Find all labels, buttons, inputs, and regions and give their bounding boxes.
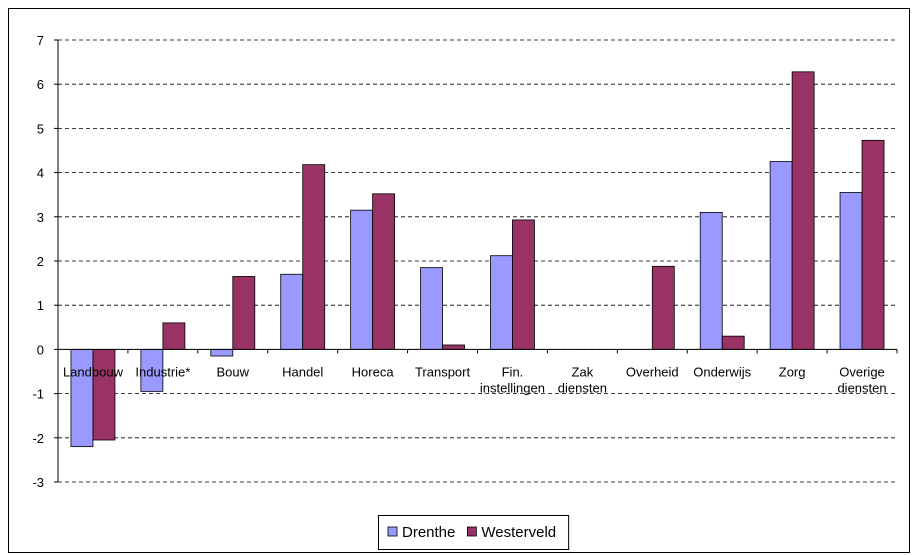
y-tick-label: 5	[37, 121, 44, 136]
bar	[769, 161, 793, 350]
bar	[350, 209, 374, 350]
x-tick-label: Zak diensten	[558, 364, 607, 395]
bar	[232, 276, 256, 350]
x-tick-label: Fin. instellingen	[480, 364, 545, 395]
bar	[512, 219, 535, 350]
legend-swatch	[466, 526, 477, 537]
legend-label: Westerveld	[481, 524, 556, 541]
bar	[651, 265, 675, 350]
x-tick-label: Transport	[415, 364, 471, 379]
y-tick-label: -1	[32, 387, 44, 402]
bar	[791, 71, 815, 350]
y-tick-label: -3	[32, 475, 44, 490]
bar	[861, 139, 885, 350]
bar	[302, 164, 326, 350]
y-tick-label: 0	[37, 342, 44, 357]
x-tick-label: Overheid	[626, 364, 679, 379]
x-tick-label: Zorg	[779, 364, 806, 379]
bar	[280, 273, 304, 350]
x-tick-label: Bouw	[217, 364, 250, 379]
y-tick-label: 1	[37, 298, 44, 313]
x-tick-label: Landbouw	[63, 364, 124, 379]
bar	[839, 192, 863, 350]
bar	[490, 255, 513, 350]
bar	[92, 348, 116, 441]
x-tick-label: Horeca	[352, 364, 395, 379]
chart-frame	[8, 8, 910, 553]
legend: Drenthe Westerveld	[378, 515, 570, 550]
y-tick-label: 2	[37, 254, 44, 269]
y-tick-label: -2	[32, 431, 44, 446]
y-tick-label: 3	[37, 210, 44, 225]
legend-label: Drenthe	[402, 524, 455, 541]
x-tick-label: Onderwijs	[693, 364, 751, 379]
bar	[699, 211, 723, 350]
x-tick-label: Industrie*	[135, 364, 190, 379]
x-tick-label: Handel	[282, 364, 323, 379]
legend-swatch	[387, 526, 398, 537]
y-tick-label: 4	[37, 166, 44, 181]
bar	[372, 193, 396, 350]
y-tick-label: 6	[37, 77, 44, 92]
bar	[210, 348, 234, 357]
bar	[721, 335, 745, 350]
bar	[420, 267, 443, 350]
bar	[162, 322, 186, 350]
y-tick-label: 7	[37, 33, 44, 48]
x-tick-label: Overige diensten	[837, 364, 886, 395]
bar	[442, 344, 465, 350]
